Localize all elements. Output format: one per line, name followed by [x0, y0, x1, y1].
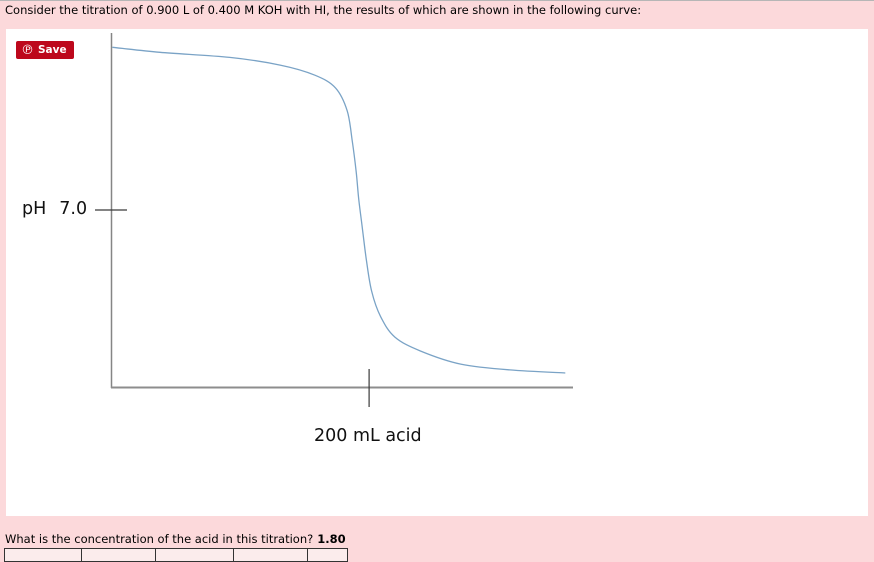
followup-question-text: What is the concentration of the acid in…	[5, 532, 314, 546]
titration-curve	[112, 46, 566, 374]
answer-cell[interactable]	[4, 548, 82, 562]
save-button-label: Save	[38, 44, 67, 56]
answer-cell[interactable]	[156, 548, 234, 562]
question-text: Consider the titration of 0.900 L of 0.4…	[5, 3, 642, 17]
y-axis-label-value: 7.0	[59, 199, 88, 219]
pinterest-save-button[interactable]: ℗ Save	[16, 41, 74, 59]
answer-value: 1.80	[317, 532, 346, 546]
question-figure-panel: ℗ Save pH 7.0 200 mL acid	[6, 29, 868, 516]
pinterest-icon: ℗	[21, 42, 34, 58]
y-axis-label: pH 7.0	[22, 199, 87, 219]
answer-cell[interactable]	[308, 548, 348, 562]
answer-table	[4, 548, 348, 562]
x-axis-label: 200 mL acid	[314, 426, 422, 446]
y-axis-label-prefix: pH	[22, 199, 47, 219]
answer-cell[interactable]	[234, 548, 308, 562]
titration-chart	[95, 33, 573, 407]
followup-question: What is the concentration of the acid in…	[5, 532, 346, 546]
answer-cell[interactable]	[82, 548, 156, 562]
